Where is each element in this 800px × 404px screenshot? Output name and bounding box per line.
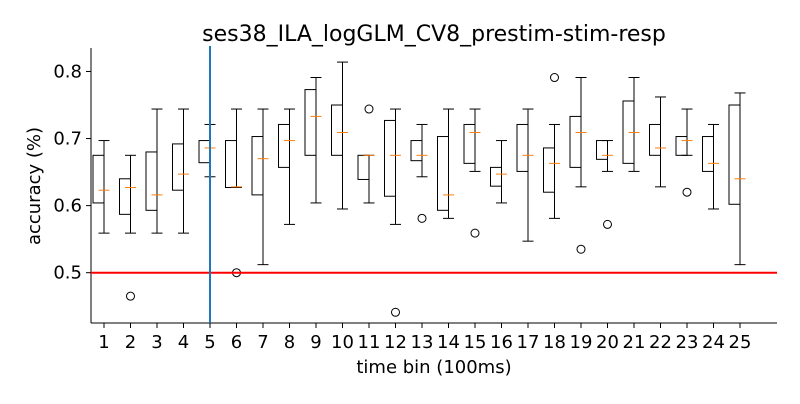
box (92, 154, 105, 204)
x-tick-label: 12 (384, 332, 407, 353)
chart-title: ses38_ILA_logGLM_CV8_prestim-stim-resp (202, 22, 666, 47)
box (145, 151, 158, 211)
y-tick-label: 0.7 (53, 129, 82, 150)
x-tick-label: 5 (204, 332, 215, 353)
outlier-point (576, 244, 586, 254)
box (119, 178, 131, 215)
box (569, 115, 582, 168)
x-tick-label: 18 (543, 332, 566, 353)
x-tick-label: 15 (464, 332, 487, 353)
x-tick-label: 10 (331, 332, 354, 353)
box (251, 136, 264, 196)
box (490, 166, 502, 187)
outlier-point (364, 104, 374, 114)
box (437, 136, 449, 211)
x-axis-label: time bin (100ms) (356, 357, 511, 378)
outlier-point (391, 307, 400, 317)
box (304, 89, 317, 156)
y-tick-label: 0.8 (53, 61, 82, 82)
y-axis-label: accuracy (%) (24, 127, 45, 245)
x-tick-label: 22 (649, 332, 672, 353)
box (596, 140, 608, 160)
x-tick-label: 9 (310, 332, 321, 353)
box (649, 123, 661, 156)
x-tick-label: 21 (623, 332, 646, 353)
outlier-point (470, 228, 480, 238)
box (728, 104, 741, 205)
outlier-point (603, 219, 612, 229)
x-tick-label: 20 (596, 332, 619, 353)
x-tick-label: 7 (257, 332, 268, 353)
box (410, 140, 423, 162)
box (675, 136, 688, 156)
x-tick-label: 13 (411, 332, 434, 353)
x-tick-label: 25 (729, 332, 752, 353)
box (702, 136, 714, 172)
box (384, 119, 396, 197)
box (463, 123, 476, 164)
x-tick-label: 16 (490, 332, 513, 353)
x-tick-label: 11 (358, 332, 381, 353)
outlier-point (682, 187, 692, 197)
x-tick-label: 2 (125, 332, 136, 353)
y-tick-label: 0.6 (53, 196, 82, 217)
x-tick-label: 23 (676, 332, 699, 353)
x-tick-label: 1 (98, 332, 109, 353)
x-tick-label: 19 (570, 332, 593, 353)
box (516, 123, 529, 172)
plot-area: 0.50.60.70.81 2 3 4 5 6 7 8 9 10 11 12 13 14 15 16 17 18 1… (53, 46, 777, 353)
box (278, 123, 290, 168)
outlier-point (550, 73, 559, 83)
outlier-point (417, 213, 427, 223)
x-tick-label: 8 (284, 332, 295, 353)
x-tick-label: 3 (151, 332, 162, 353)
box (543, 147, 555, 193)
x-tick-label: 4 (178, 332, 189, 353)
box (225, 140, 237, 189)
box (331, 104, 343, 156)
x-tick-label: 6 (231, 332, 242, 353)
x-tick-label: 14 (437, 332, 460, 353)
outlier-point (126, 291, 135, 301)
y-tick-label: 0.5 (53, 263, 82, 284)
box (172, 143, 184, 191)
x-tick-label: 17 (517, 332, 540, 353)
x-tick-label: 24 (702, 332, 725, 353)
